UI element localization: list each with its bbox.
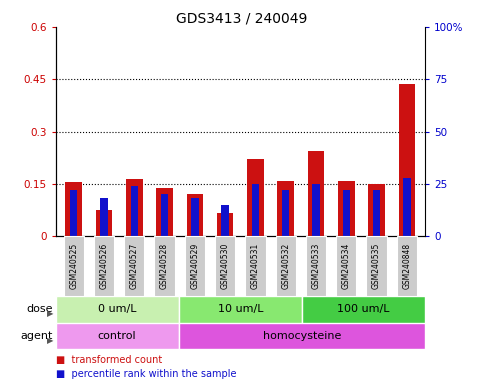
Text: GSM240526: GSM240526 — [99, 243, 109, 289]
Bar — [161, 194, 168, 236]
Bar — [245, 236, 266, 296]
Text: 0 um/L: 0 um/L — [98, 304, 136, 314]
Bar — [277, 181, 294, 236]
Text: GSM240533: GSM240533 — [312, 243, 321, 289]
Bar — [96, 210, 113, 236]
Bar — [373, 190, 380, 236]
Text: 100 um/L: 100 um/L — [337, 304, 390, 314]
Bar — [186, 194, 203, 236]
Text: agent: agent — [21, 331, 53, 341]
Text: homocysteine: homocysteine — [263, 331, 341, 341]
Bar — [94, 236, 114, 296]
Bar — [302, 296, 425, 323]
Bar — [56, 323, 179, 349]
Text: ▶: ▶ — [47, 309, 53, 318]
Bar — [282, 190, 289, 236]
Bar — [367, 236, 387, 296]
Bar — [179, 296, 302, 323]
Text: ■  transformed count: ■ transformed count — [56, 355, 162, 365]
Bar — [65, 182, 82, 236]
Bar — [276, 236, 296, 296]
Bar — [342, 190, 350, 236]
Text: GSM240525: GSM240525 — [69, 243, 78, 289]
Text: 10 um/L: 10 um/L — [217, 304, 263, 314]
Bar — [70, 190, 77, 236]
Bar — [130, 186, 138, 236]
Text: GDS3413 / 240049: GDS3413 / 240049 — [176, 12, 307, 25]
Bar — [403, 177, 411, 236]
Bar — [368, 184, 385, 236]
Bar — [179, 323, 425, 349]
Text: ▶: ▶ — [47, 336, 53, 345]
Bar — [336, 236, 356, 296]
Bar — [308, 151, 325, 236]
Bar — [252, 184, 259, 236]
Text: GSM240531: GSM240531 — [251, 243, 260, 289]
Bar — [185, 236, 205, 296]
Bar — [306, 236, 326, 296]
Bar — [191, 199, 199, 236]
Text: GSM240532: GSM240532 — [281, 243, 290, 289]
Text: GSM240528: GSM240528 — [160, 243, 169, 289]
Bar — [64, 236, 84, 296]
Bar — [100, 199, 108, 236]
Bar — [156, 188, 173, 236]
Bar — [126, 179, 142, 236]
Text: control: control — [98, 331, 136, 341]
Bar — [247, 159, 264, 236]
Text: GSM240527: GSM240527 — [130, 243, 139, 289]
Bar — [215, 236, 235, 296]
Bar — [221, 205, 229, 236]
Text: GSM240534: GSM240534 — [342, 243, 351, 289]
Text: ■  percentile rank within the sample: ■ percentile rank within the sample — [56, 369, 236, 379]
Bar — [338, 181, 355, 236]
Text: GSM240529: GSM240529 — [190, 243, 199, 289]
Bar — [155, 236, 175, 296]
Text: GSM240848: GSM240848 — [402, 243, 412, 289]
Bar — [313, 184, 320, 236]
Text: GSM240530: GSM240530 — [221, 243, 229, 289]
Bar — [217, 214, 233, 236]
Text: dose: dose — [27, 304, 53, 314]
Bar — [56, 296, 179, 323]
Bar — [124, 236, 144, 296]
Text: GSM240535: GSM240535 — [372, 243, 381, 289]
Bar — [398, 84, 415, 236]
Bar — [397, 236, 417, 296]
